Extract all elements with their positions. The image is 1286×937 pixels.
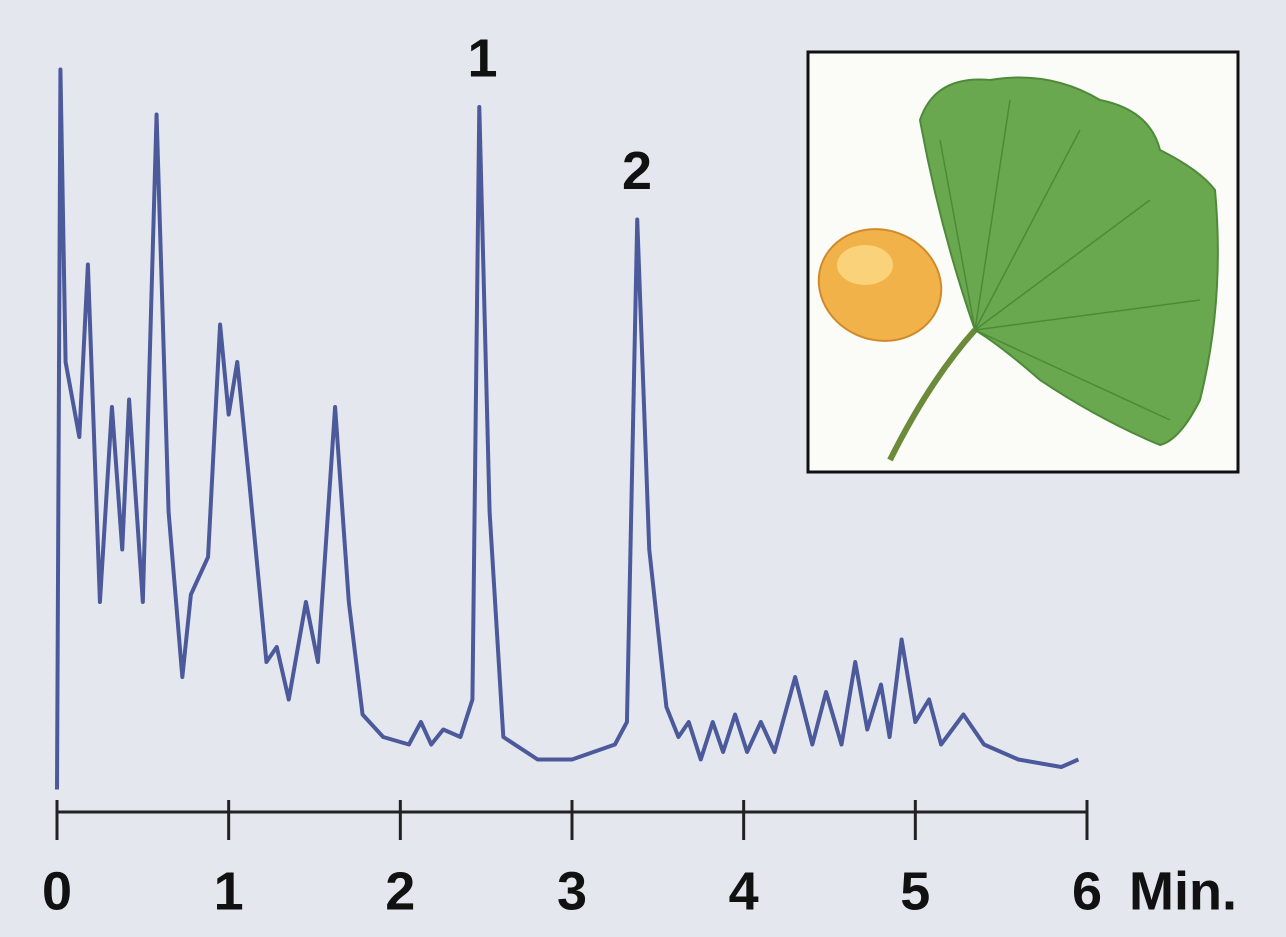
peak-label: 2 [622, 141, 652, 201]
x-tick-label: 1 [214, 861, 244, 921]
x-tick-label: 6 [1072, 861, 1102, 921]
seed-highlight [837, 245, 893, 285]
x-tick-label: 4 [729, 861, 759, 921]
x-tick-label: 0 [42, 861, 72, 921]
chart: 0 1 2 3 4 5 6 Min. 1 2 [0, 0, 1286, 937]
x-tick-label: 3 [557, 861, 587, 921]
ginkgo-inset [803, 52, 1238, 472]
peak-label: 1 [468, 28, 498, 88]
page: 0123456Min.12 (() => { const data = JSON… [0, 0, 1286, 937]
x-axis-label: Min. [1129, 861, 1237, 921]
x-tick-label: 5 [900, 861, 930, 921]
x-tick-label: 2 [385, 861, 415, 921]
